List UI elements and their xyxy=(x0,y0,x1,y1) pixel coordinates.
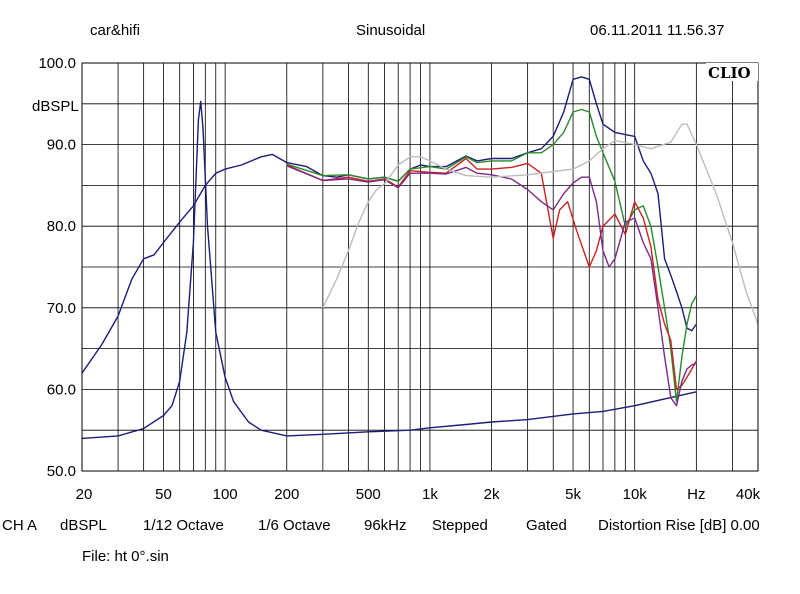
x-tick-label: 40k xyxy=(736,486,761,503)
header-app-name: car&hifi xyxy=(90,22,141,39)
footer-item-sweep-mode: Stepped xyxy=(432,517,488,534)
x-tick-label: Hz xyxy=(687,486,705,503)
y-axis-label: dBSPL xyxy=(32,98,79,115)
y-tick-label: 60.0 xyxy=(47,381,76,398)
y-tick-label: 100.0 xyxy=(38,55,76,72)
footer-file-name: File: ht 0°.sin xyxy=(82,548,169,565)
y-tick-labels: 100.0 90.0 80.0 70.0 60.0 50.0 xyxy=(38,55,76,480)
clio-logo: CLIO xyxy=(708,64,751,82)
footer-item-unit: dBSPL xyxy=(60,517,107,534)
series-line-4 xyxy=(286,157,698,391)
y-tick-label: 80.0 xyxy=(47,218,76,235)
x-tick-label: 2k xyxy=(484,486,500,503)
footer-item-sample-rate: 96kHz xyxy=(364,517,407,534)
x-tick-label: 10k xyxy=(623,486,648,503)
x-tick-label: 500 xyxy=(356,486,381,503)
series-line-2 xyxy=(81,100,697,440)
y-tick-label: 50.0 xyxy=(47,463,76,480)
chart-series-group xyxy=(81,76,759,440)
x-tick-label: 20 xyxy=(76,486,93,503)
x-tick-label: 50 xyxy=(155,486,172,503)
series-line-6 xyxy=(322,123,759,325)
x-tick-label: 100 xyxy=(213,486,238,503)
y-tick-label: 70.0 xyxy=(47,300,76,317)
series-line-3 xyxy=(286,108,698,403)
x-tick-labels: 20 50 100 200 500 1k 2k 5k 10k Hz 40k xyxy=(76,486,761,503)
footer-item-channel: CH A xyxy=(2,517,38,534)
chart-grid xyxy=(82,63,758,471)
x-tick-label: 1k xyxy=(422,486,438,503)
footer-item-smoothing-1: 1/12 Octave xyxy=(143,517,224,534)
header-timestamp: 06.11.2011 11.56.37 xyxy=(590,22,725,39)
footer-item-distortion-rise: Distortion Rise [dB] 0.00 xyxy=(598,517,760,534)
series-line-1 xyxy=(81,76,697,374)
series-line-5 xyxy=(286,165,697,407)
y-tick-label: 90.0 xyxy=(47,137,76,154)
plot-frame xyxy=(81,62,759,472)
footer-item-window: Gated xyxy=(526,517,567,534)
logo-background xyxy=(706,63,758,81)
x-tick-label: 200 xyxy=(274,486,299,503)
x-tick-label: 5k xyxy=(565,486,581,503)
header-measurement-type: Sinusoidal xyxy=(356,22,426,39)
footer-item-smoothing-2: 1/6 Octave xyxy=(258,517,331,534)
